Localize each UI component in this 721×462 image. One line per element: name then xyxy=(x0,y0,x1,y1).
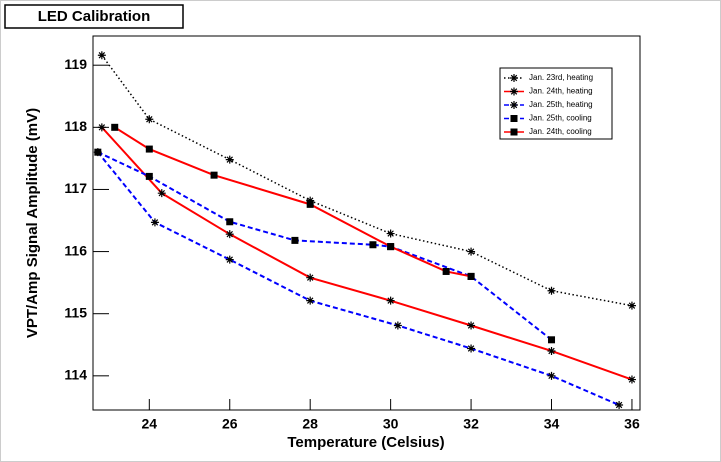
chart-title: LED Calibration xyxy=(38,8,151,25)
title-box xyxy=(4,4,184,29)
data-point xyxy=(467,344,476,353)
data-point xyxy=(306,273,315,282)
plot-frame xyxy=(92,35,641,411)
series-line xyxy=(101,126,633,381)
data-point xyxy=(627,375,636,384)
data-point xyxy=(226,218,234,226)
data-point xyxy=(145,145,153,153)
legend-label: Jan. 24th, heating xyxy=(529,87,593,96)
x-tick-label: 28 xyxy=(302,416,318,432)
series-line xyxy=(97,151,620,406)
data-point xyxy=(225,255,234,264)
x-axis-label: Temperature (Celsius) xyxy=(287,434,444,451)
data-point xyxy=(547,346,556,355)
data-point xyxy=(210,171,218,179)
data-point xyxy=(548,336,556,344)
x-tick-label: 26 xyxy=(222,416,238,432)
legend-marker xyxy=(510,128,518,136)
data-point xyxy=(306,196,315,205)
data-point xyxy=(145,172,153,180)
data-point xyxy=(467,272,475,280)
legend-label: Jan. 25th, cooling xyxy=(529,114,592,123)
data-point xyxy=(97,51,106,60)
y-tick-label: 119 xyxy=(64,56,87,72)
data-point xyxy=(467,247,476,256)
data-point xyxy=(442,267,450,275)
data-point xyxy=(547,286,556,295)
data-point xyxy=(615,401,624,410)
data-point xyxy=(369,241,377,249)
data-point xyxy=(386,296,395,305)
x-tick-label: 32 xyxy=(463,416,479,432)
y-tick-label: 118 xyxy=(64,118,87,134)
data-point xyxy=(627,301,636,310)
data-point xyxy=(306,296,315,305)
legend-marker xyxy=(510,87,518,96)
data-point xyxy=(145,115,154,124)
x-tick-label: 34 xyxy=(544,416,560,432)
data-point xyxy=(94,148,102,156)
x-tick-label: 30 xyxy=(383,416,399,432)
legend-marker xyxy=(510,115,518,122)
y-axis-label: VPT/Amp Signal Amplitude (mV) xyxy=(24,108,41,338)
legend-marker xyxy=(510,74,518,82)
data-point xyxy=(150,218,159,227)
series-line xyxy=(97,151,553,341)
x-tick-label: 24 xyxy=(142,416,158,432)
legend-label: Jan. 24th, cooling xyxy=(529,127,592,136)
legend-label: Jan. 25th, heating xyxy=(529,100,593,109)
data-point xyxy=(386,229,395,238)
y-tick-label: 114 xyxy=(64,367,87,383)
data-point xyxy=(97,123,106,132)
y-tick-label: 115 xyxy=(64,304,87,320)
data-point xyxy=(225,230,234,239)
x-tick-label: 36 xyxy=(624,416,640,432)
y-tick-label: 116 xyxy=(64,242,87,258)
data-point xyxy=(225,155,234,164)
legend-label: Jan. 23rd, heating xyxy=(529,73,593,82)
data-point xyxy=(467,321,476,330)
data-point xyxy=(393,321,402,330)
data-point xyxy=(291,236,299,244)
legend-marker xyxy=(510,101,518,109)
data-point xyxy=(306,200,314,208)
data-point xyxy=(547,371,556,380)
data-point xyxy=(111,123,119,131)
data-point xyxy=(157,189,166,198)
legend xyxy=(499,67,613,140)
data-point xyxy=(387,243,395,251)
y-tick-label: 117 xyxy=(64,180,87,196)
